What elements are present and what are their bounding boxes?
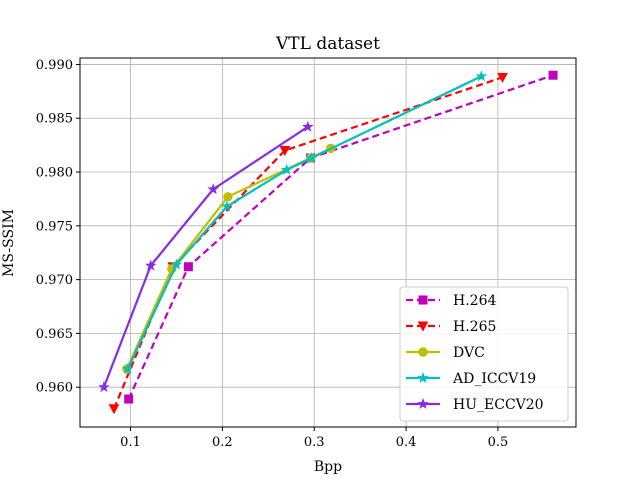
legend-label: H.265 (453, 319, 496, 335)
data-point-h-265 (497, 72, 508, 83)
legend-item-dvc: DVC (406, 345, 485, 361)
plot-area (79, 57, 577, 428)
y-tick-label: 0.985 (36, 112, 73, 127)
grid (80, 58, 576, 427)
legend-label: DVC (453, 345, 485, 361)
x-tick-label: 0.5 (488, 435, 509, 450)
data-point-h-264 (548, 70, 558, 80)
legend-swatch-marker (417, 321, 429, 332)
data-point-h-264 (124, 394, 134, 404)
legend-item-hu-eccv20: HU_ECCV20 (406, 397, 544, 413)
legend-item-h-265: H.265 (406, 319, 496, 335)
x-tick-label: 0.4 (396, 435, 417, 450)
data-point-h-265 (108, 404, 120, 415)
y-tick-label: 0.965 (36, 327, 73, 342)
chart-title: VTL dataset (275, 34, 380, 54)
data-point-ad-iccv19 (475, 70, 488, 82)
data-point-ad-iccv19 (121, 362, 134, 374)
data-point-hu-eccv20 (302, 120, 314, 132)
data-point-hu-eccv20 (98, 381, 110, 393)
y-tick-label: 0.990 (36, 58, 73, 73)
legend-swatch-marker (418, 295, 428, 305)
y-axis-label: MS-SSIM (1, 209, 17, 277)
x-tick-label: 0.1 (120, 435, 141, 450)
y-tick-label: 0.960 (36, 381, 73, 396)
data-point-dvc (223, 192, 233, 202)
series-hu-eccv20 (98, 120, 314, 393)
y-tick-label: 0.970 (36, 273, 73, 288)
data-point-ad-iccv19 (170, 258, 183, 270)
series-line-hu-eccv20 (102, 125, 309, 388)
ticks: 0.1 0.2 0.3 0.4 0.5 0.960 0.965 0.970 0.975 0.980… (36, 58, 508, 450)
series-line-ad-iccv19 (126, 75, 482, 370)
data-point-hu-eccv20 (207, 183, 219, 195)
x-tick-label: 0.2 (212, 435, 233, 450)
legend-swatch-marker (418, 347, 428, 357)
legend: H.264 H.265 DVC AD_ICCV19 HU_ECCV20 (399, 286, 569, 422)
series-layer (98, 70, 558, 415)
legend-label: AD_ICCV19 (452, 371, 536, 387)
y-tick-label: 0.980 (36, 166, 73, 181)
data-point-ad-iccv19 (280, 163, 293, 175)
x-tick-label: 0.3 (304, 435, 325, 450)
y-tick-label: 0.975 (36, 219, 73, 234)
data-point-h-264 (183, 262, 193, 272)
series-line-h-264 (127, 74, 554, 400)
legend-swatch-marker (417, 371, 429, 383)
legend-frame (399, 286, 569, 422)
legend-item-h-264: H.264 (406, 293, 496, 309)
x-axis-label: Bpp (314, 459, 342, 475)
legend-item-ad-iccv19: AD_ICCV19 (406, 371, 536, 387)
data-point-ad-iccv19 (221, 200, 233, 212)
legend-label: H.264 (453, 293, 496, 309)
series-ad-iccv19 (121, 70, 488, 374)
legend-swatch-marker (417, 397, 429, 409)
data-point-ad-iccv19 (305, 151, 318, 163)
legend-label: HU_ECCV20 (453, 397, 544, 413)
data-point-h-265 (279, 146, 291, 157)
data-point-hu-eccv20 (144, 259, 157, 271)
